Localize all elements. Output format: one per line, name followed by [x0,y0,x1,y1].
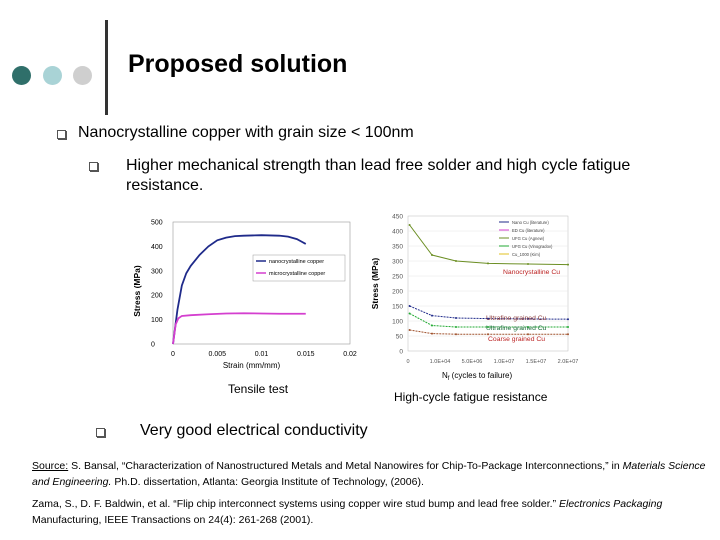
x-tick-label: 2.0E+07 [558,359,579,365]
y-tick-label: 500 [151,220,163,227]
bullet-icon [57,130,66,139]
slide-title: Proposed solution [128,50,348,78]
data-point [527,317,529,320]
caption-tensile-test: Tensile test [228,382,289,396]
series-line-microcrystalline [172,312,306,345]
x-tick-label: 0.02 [343,351,357,358]
data-point [408,312,411,315]
bullet-nanocrystalline: Nanocrystalline copper with grain size <… [78,124,414,141]
annotation-nanocrystalline: Nanocrystalline Cu [503,269,560,276]
data-point [567,333,569,336]
y-tick-label: 0 [399,349,403,356]
y-tick-label: 250 [392,274,403,281]
y-tick-label: 300 [151,268,163,275]
data-point [455,326,457,328]
legend-label: nanocrystalline copper [269,259,324,265]
y-tick-label: 0 [151,342,155,349]
data-point [431,314,433,317]
bullet-conductivity: Very good electrical conductivity [140,422,368,439]
x-tick-label: 1.5E+07 [526,359,547,365]
caption-fatigue-resistance: High-cycle fatigue resistance [394,390,548,404]
annotation-coarse: Coarse grained Cu [488,336,545,343]
data-point [431,254,433,256]
y-tick-label: 200 [151,293,163,300]
data-point [455,260,457,262]
x-tick-label: 0.01 [255,351,269,358]
legend-label: UFG Cu (Vinogradov) [512,244,553,249]
legend-label: Nano Cu (literature) [512,220,549,225]
tensile-chart: 0 100 200 300 400 500 0 0.005 0.01 0.015 0.02 Strai… [132,220,357,371]
x-tick-label: 1.0E+04 [430,359,451,365]
y-tick-label: 100 [392,319,403,326]
y-tick-label: 150 [392,304,403,311]
source-label: Source: [32,460,69,472]
source-citation-1: Source: S. Bansal, “Characterization of … [32,458,712,490]
legend-label: UFG Cu (Agnew) [512,236,545,241]
source2-rest: Manufacturing, IEEE Transactions on 24(4… [32,514,314,526]
series-line-0 [409,224,569,266]
x-axis-label: Nf (cycles to failure) [442,371,512,382]
y-tick-label: 300 [392,259,403,266]
series-line-2 [409,313,568,328]
source-text: S. Bansal, “Characterization of Nanostru… [68,460,623,472]
data-point [431,324,433,327]
series-line-1 [409,305,569,320]
data-point [567,326,569,328]
x-axis-label: Strain (mm/mm) [223,361,281,370]
header-rule [105,20,108,115]
y-tick-label: 400 [151,244,163,251]
y-tick-label: 450 [392,214,403,221]
source2-journal: Electronics Packaging [559,498,663,510]
legend-label: microcrystalline copper [269,271,325,277]
sub-bullet-icon [89,162,98,171]
series-line-3 [409,329,568,335]
data-point [527,263,529,265]
series-line-nanocrystalline [172,234,307,345]
y-axis-label: Stress (MPa) [132,265,142,317]
data-point [408,305,411,307]
y-tick-label: 400 [392,229,403,236]
data-point [487,333,489,336]
data-point [408,329,411,331]
source-citation-2: Zama, S., D. F. Baldwin, et al. “Flip ch… [32,496,712,528]
legend-label: ED Cu (literature) [512,228,545,233]
data-point [567,318,569,321]
y-tick-label: 200 [392,289,403,296]
x-tick-label: 0.015 [297,351,315,358]
legend-label: Cu_1000 (Kim) [512,252,541,257]
source-journal: Materials Science and Engineering. [32,460,706,488]
x-tick-label: 0 [171,351,175,358]
data-point [527,326,529,328]
data-point [567,263,569,266]
data-point [408,224,411,226]
data-point [431,332,433,335]
data-point [527,333,529,336]
source-rest: Ph.D. dissertation, Atlanta: Georgia Ins… [111,476,424,488]
legend-box [252,254,346,282]
y-tick-label: 100 [151,317,163,324]
y-tick-label: 50 [396,334,404,341]
annotation-ultrafine-1: Ultrafine grained Cu [486,315,547,322]
x-tick-label: 0 [406,359,409,365]
data-point [487,326,489,328]
fatigue-chart: 0 50 100 150 200 250 300 350 400 450 0 1.0E+04 5.0E+… [370,214,579,383]
plot-area [407,215,569,352]
x-tick-label: 5.0E+06 [462,359,483,365]
bullet-strength: Higher mechanical strength than lead fre… [126,157,631,194]
data-point [487,262,489,265]
y-axis-label: Stress (MPa) [370,258,380,310]
source2-text: Zama, S., D. F. Baldwin, et al. “Flip ch… [32,498,559,510]
bullet-icon [96,428,105,437]
y-tick-label: 350 [392,244,403,251]
annotation-ultrafine-2: Ultrafine grained Cu [486,325,547,332]
data-point [455,317,457,319]
decor-dot-light [73,66,92,85]
data-point [487,317,489,320]
decor-dot-mid [43,66,62,85]
data-point [455,333,457,336]
x-tick-label: 1.0E+07 [494,359,515,365]
plot-area [172,221,351,345]
decor-dot-dark [12,66,31,85]
x-tick-label: 0.005 [208,351,226,358]
